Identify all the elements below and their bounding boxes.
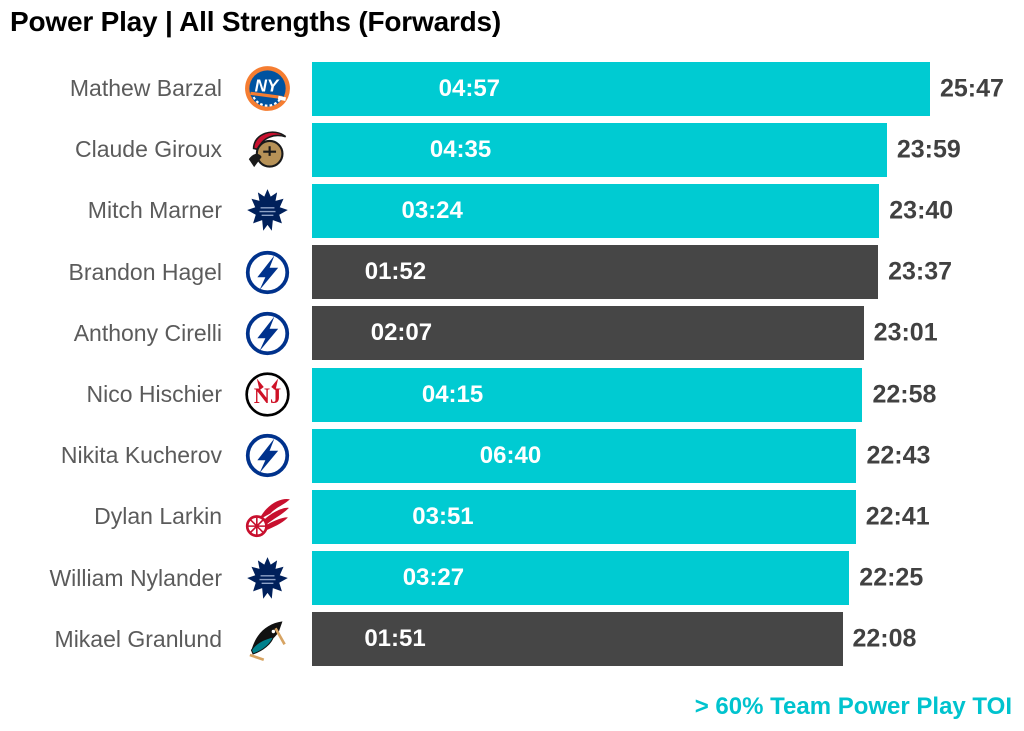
pp-toi-label: 03:24: [401, 196, 463, 224]
player-name: Claude Giroux: [74, 136, 222, 163]
player-row: Claude Giroux 04:35 23:59: [0, 119, 1024, 180]
bar-track: 04:15 22:58: [312, 364, 1024, 425]
devils-logo: NJ: [222, 364, 312, 425]
legend: > 60% Team Power Play TOI: [695, 693, 1012, 721]
bar-track: 04:35 23:59: [312, 119, 1024, 180]
lightning-logo: [222, 303, 312, 364]
toi-bar: [312, 61, 930, 116]
player-row: Nico Hischier NJ 04:15 22:58: [0, 364, 1024, 425]
toi-bar: [312, 306, 864, 361]
pp-toi-label: 01:52: [364, 258, 427, 286]
toi-bar: [312, 245, 879, 300]
player-name: William Nylander: [49, 564, 222, 591]
total-toi-label: 23:40: [889, 196, 954, 225]
maple-leafs-logo: [222, 180, 312, 241]
bar-track: 03:24 23:40: [312, 180, 1024, 241]
player-row: Mikael Granlund 01:51 22:08: [0, 609, 1024, 670]
pp-toi-label: 03:27: [402, 564, 465, 592]
player-row: Dylan Larkin 03:51 22:41: [0, 486, 1024, 547]
svg-text:NY: NY: [254, 77, 279, 96]
player-name: Mitch Marner: [87, 197, 222, 224]
toi-bar: [312, 367, 863, 422]
bar-track: 01:51 22:08: [312, 609, 1024, 670]
pp-toi-label: 04:15: [421, 380, 484, 408]
player-name: Nico Hischier: [86, 381, 222, 408]
player-name: Anthony Cirelli: [73, 319, 222, 346]
red-wings-logo: [222, 486, 312, 547]
lightning-logo: [222, 425, 312, 486]
bar-track: 03:51 22:41: [312, 486, 1024, 547]
pp-toi-label: 02:07: [370, 319, 433, 347]
total-toi-label: 22:58: [872, 380, 937, 409]
toi-bar: [312, 122, 887, 177]
lightning-logo: [222, 242, 312, 303]
player-name: Nikita Kucherov: [60, 442, 222, 469]
player-name: Dylan Larkin: [94, 503, 222, 530]
player-row: William Nylander 03:27 22:25: [0, 548, 1024, 609]
player-row: Nikita Kucherov 06:40 22:43: [0, 425, 1024, 486]
pp-toi-label: 01:51: [364, 625, 426, 653]
toi-bar: [312, 612, 843, 667]
senators-logo: [222, 119, 312, 180]
player-row: Anthony Cirelli 02:07 23:01: [0, 303, 1024, 364]
svg-text:NJ: NJ: [253, 383, 280, 408]
legend-label: > 60% Team Power Play TOI: [694, 693, 1012, 720]
pp-toi-label: 03:51: [412, 502, 474, 530]
pp-toi-label: 06:40: [479, 441, 542, 469]
total-toi-label: 22:25: [859, 563, 924, 592]
toi-bar: [312, 183, 880, 238]
bar-chart-area: Mathew Barzal NY 04:57 25:47 Claude Giro…: [0, 58, 1024, 670]
pp-toi-label: 04:57: [438, 74, 501, 102]
maple-leafs-logo: [222, 548, 312, 609]
toi-bar: [312, 489, 856, 544]
bar-track: 06:40 22:43: [312, 425, 1024, 486]
player-name: Mathew Barzal: [69, 75, 222, 102]
total-toi-label: 22:43: [866, 441, 931, 470]
player-name: Brandon Hagel: [68, 258, 222, 285]
bar-track: 02:07 23:01: [312, 303, 1024, 364]
total-toi-label: 23:37: [888, 257, 953, 286]
player-row: Brandon Hagel 01:52 23:37: [0, 242, 1024, 303]
total-toi-label: 23:01: [873, 318, 938, 347]
total-toi-label: 25:47: [940, 74, 1004, 103]
sharks-logo: [222, 609, 312, 670]
islanders-logo: NY: [222, 58, 312, 119]
total-toi-label: 22:41: [865, 502, 930, 531]
bar-track: 01:52 23:37: [312, 242, 1024, 303]
toi-bar: [312, 551, 850, 606]
pp-toi-label: 04:35: [429, 135, 492, 163]
toi-bar: [312, 428, 857, 483]
bar-track: 04:57 25:47: [312, 58, 1024, 119]
player-name: Mikael Granlund: [54, 625, 222, 652]
total-toi-label: 22:08: [852, 624, 917, 653]
player-row: Mathew Barzal NY 04:57 25:47: [0, 58, 1024, 119]
player-row: Mitch Marner 03:24 23:40: [0, 180, 1024, 241]
chart-title: Power Play | All Strengths (Forwards): [10, 6, 502, 37]
bar-track: 03:27 22:25: [312, 548, 1024, 609]
total-toi-label: 23:59: [896, 135, 961, 164]
